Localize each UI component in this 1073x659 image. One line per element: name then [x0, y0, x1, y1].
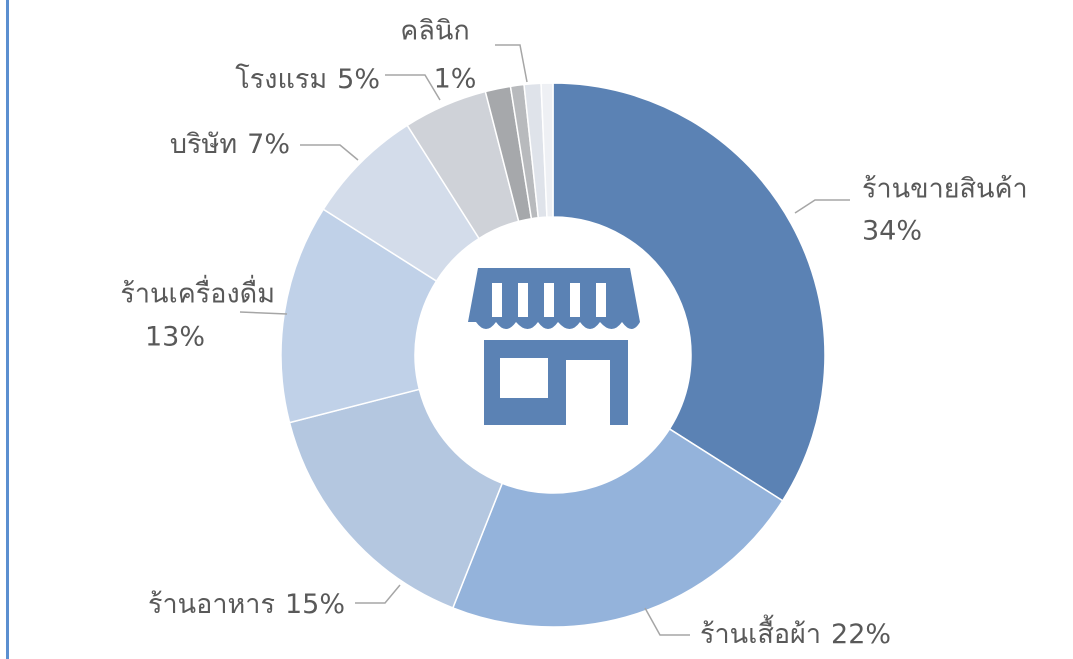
data-label: โรงแรม 5%	[235, 64, 380, 95]
value-label: 34%	[862, 216, 922, 247]
category-label: โรงแรม	[235, 64, 327, 95]
leader-line	[385, 74, 441, 101]
slice	[451, 427, 784, 628]
value-label: 15%	[285, 589, 345, 620]
category-label: ร้านอาหาร	[148, 589, 275, 620]
leader-line	[794, 199, 850, 214]
category-label: ร้านขายสินค้า	[862, 174, 1028, 205]
value-label: 13%	[145, 322, 205, 353]
leader-line	[355, 584, 401, 604]
slice	[280, 208, 438, 424]
leader-line	[300, 144, 359, 161]
value-label: 7%	[247, 129, 290, 160]
category-label: บริษัท	[170, 129, 237, 160]
store-icon	[468, 268, 640, 425]
value-label: 5%	[337, 64, 380, 95]
category-label: ร้านเสื้อผ้า	[700, 614, 821, 650]
slice	[552, 82, 826, 502]
slice	[540, 82, 554, 218]
leader-line	[644, 607, 690, 636]
data-label: ร้านเสื้อผ้า 22%	[700, 614, 891, 650]
slice	[288, 388, 504, 609]
category-label: คลินิก	[400, 16, 469, 47]
data-label: บริษัท 7%	[170, 129, 290, 160]
category-label: ร้านเครื่องดื่ม	[120, 275, 275, 310]
slices	[280, 82, 826, 628]
leader-line	[239, 311, 288, 315]
data-label: ร้านอาหาร 15%	[148, 589, 345, 620]
panel-border	[6, 0, 9, 659]
value-label: 1%	[434, 64, 477, 95]
leader-line	[495, 44, 528, 83]
value-label: 22%	[831, 619, 891, 650]
